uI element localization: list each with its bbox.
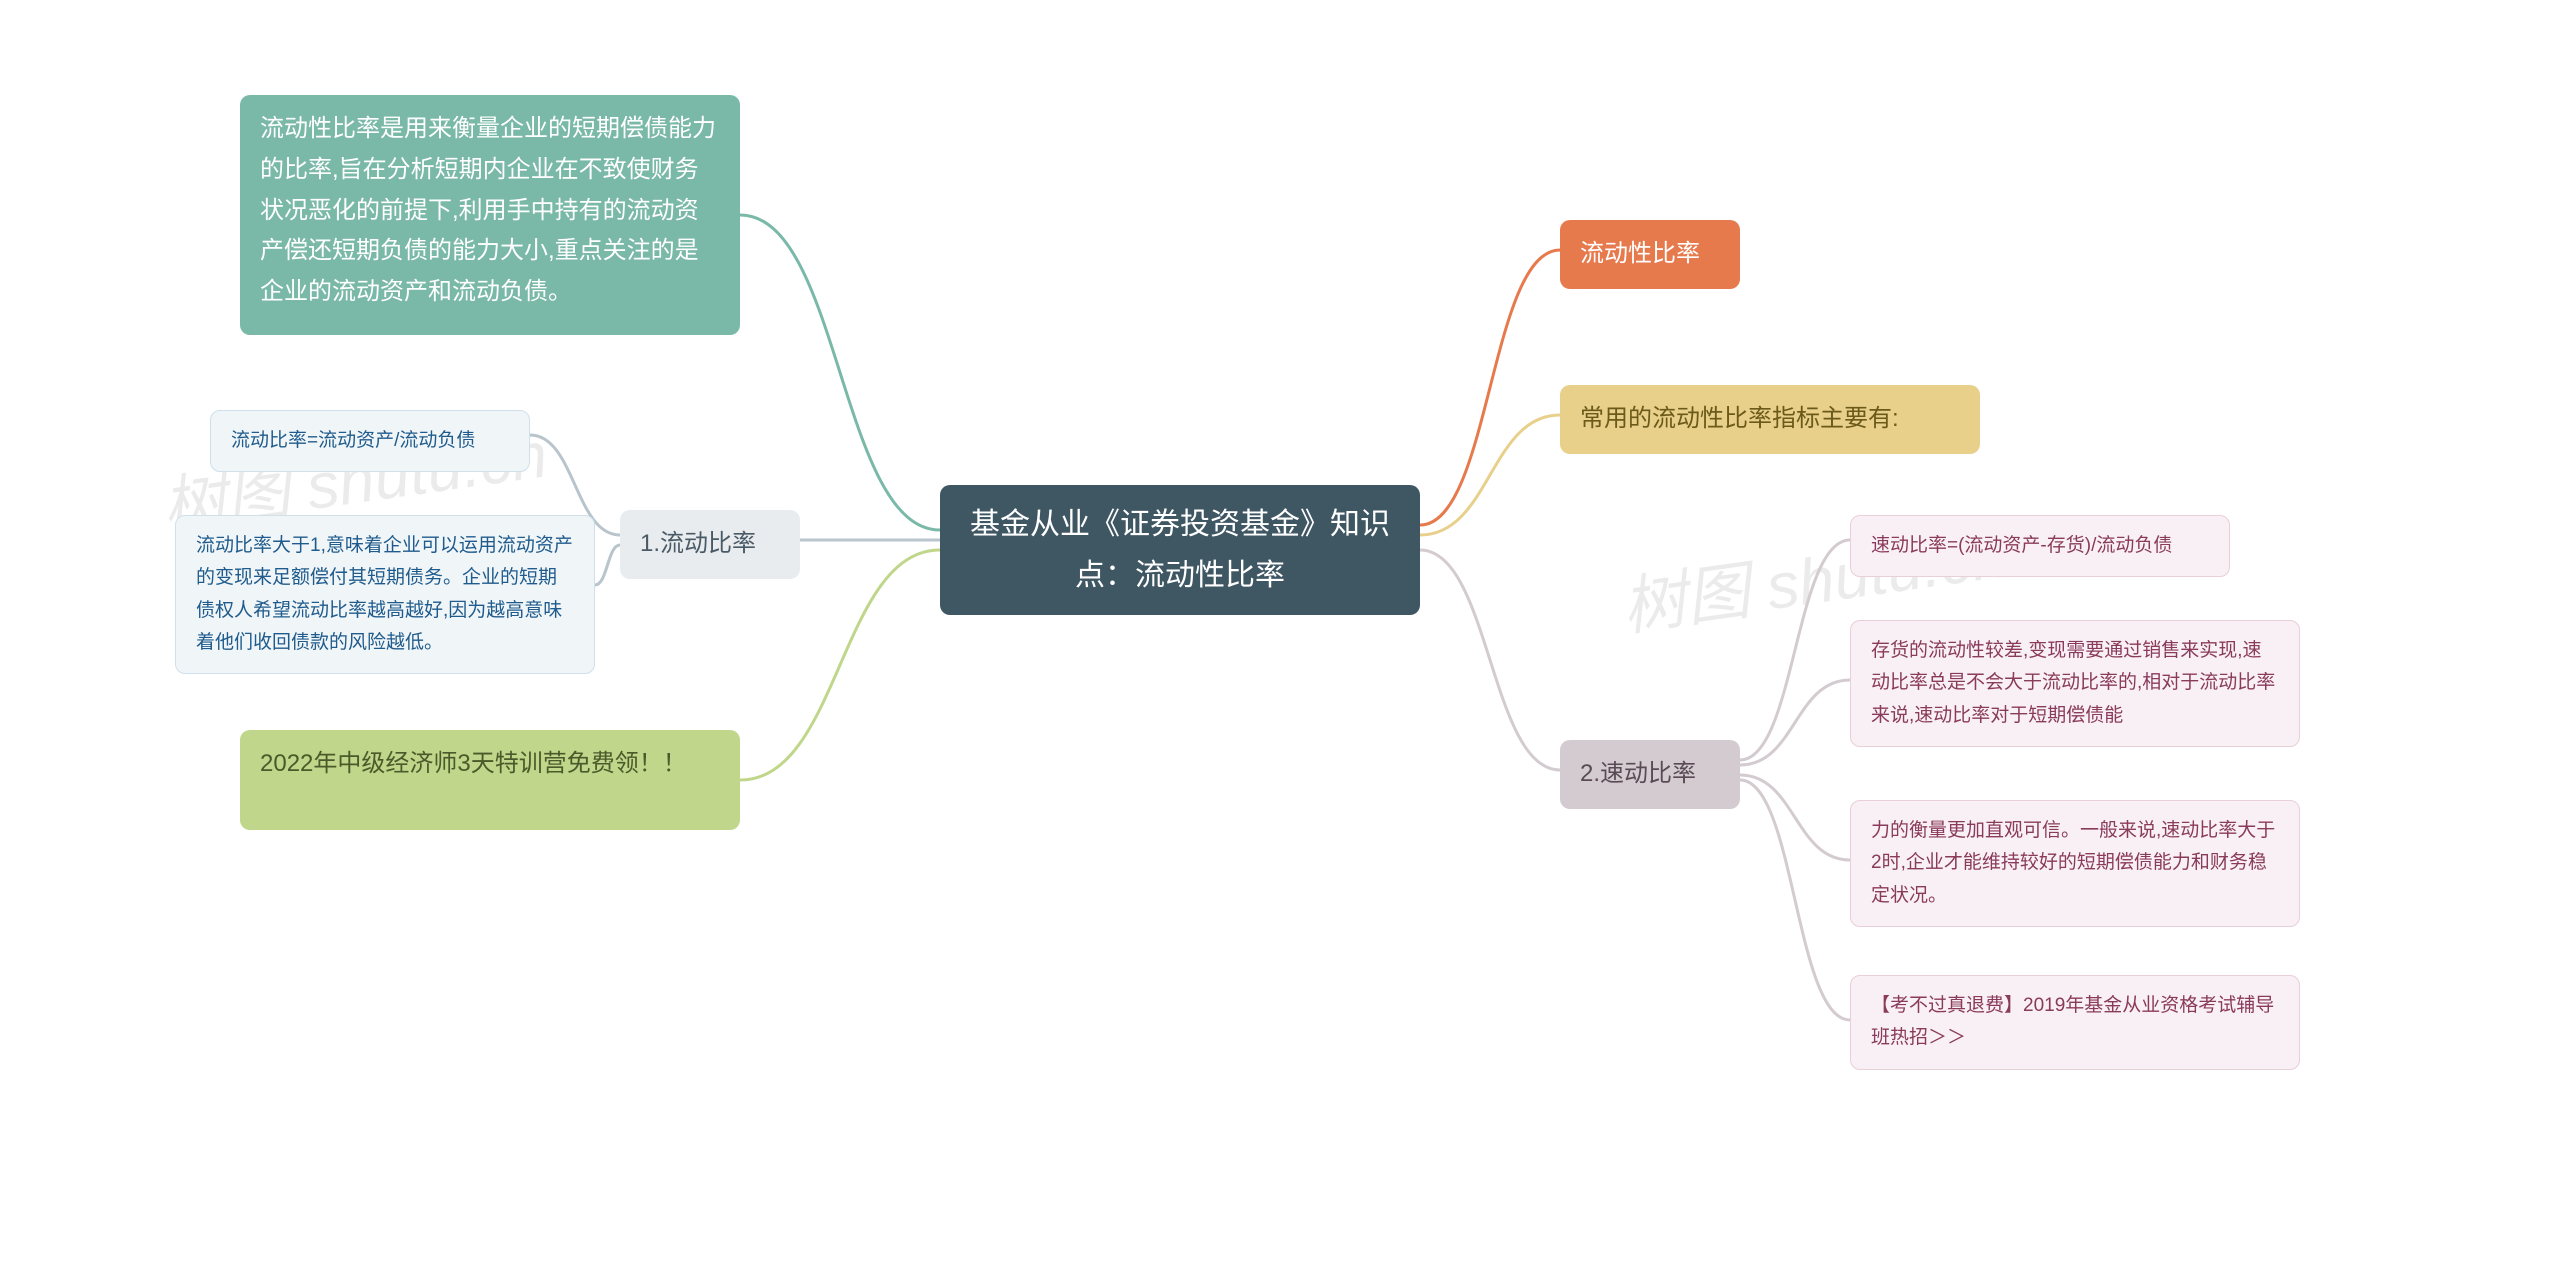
node-quick-ratio-formula: 速动比率=(流动资产-存货)/流动负债 (1850, 515, 2230, 577)
node-quick-ratio: 2.速动比率 (1560, 740, 1740, 809)
node-promo-2022: 2022年中级经济师3天特训营免费领！！ (240, 730, 740, 830)
node-current-ratio-explain: 流动比率大于1,意味着企业可以运用流动资产的变现来足额偿付其短期债务。企业的短期… (175, 515, 595, 674)
node-liquidity-ratio: 流动性比率 (1560, 220, 1740, 289)
node-current-ratio: 1.流动比率 (620, 510, 800, 579)
center-node: 基金从业《证券投资基金》知识点：流动性比率 (940, 485, 1420, 615)
node-quick-ratio-explain-2: 力的衡量更加直观可信。一般来说,速动比率大于2时,企业才能维持较好的短期偿债能力… (1850, 800, 2300, 927)
node-common-indicators: 常用的流动性比率指标主要有: (1560, 385, 1980, 454)
node-definition: 流动性比率是用来衡量企业的短期偿债能力的比率,旨在分析短期内企业在不致使财务状况… (240, 95, 740, 335)
node-quick-ratio-explain-1: 存货的流动性较差,变现需要通过销售来实现,速动比率总是不会大于流动比率的,相对于… (1850, 620, 2300, 747)
node-current-ratio-formula: 流动比率=流动资产/流动负债 (210, 410, 530, 472)
node-promo-2019: 【考不过真退费】2019年基金从业资格考试辅导班热招＞＞ (1850, 975, 2300, 1070)
